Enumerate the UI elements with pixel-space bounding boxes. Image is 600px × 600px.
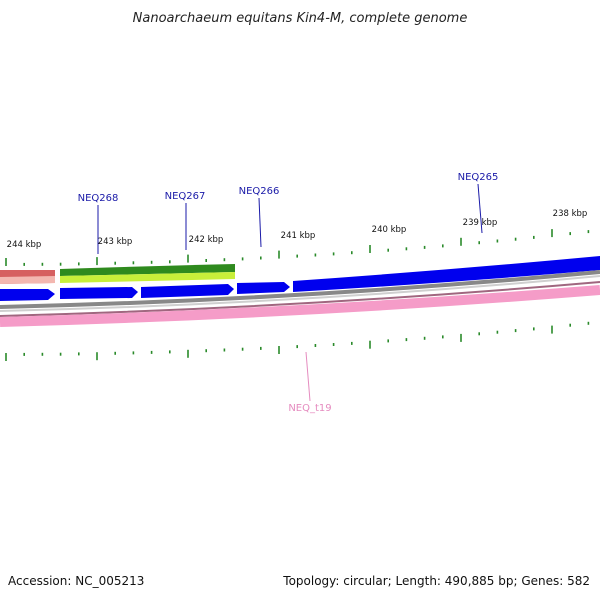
cds-arrows [0, 256, 600, 301]
scale-label-243: 243 kbp [98, 237, 133, 247]
gene-labels: NEQ268 NEQ267 NEQ266 NEQ265 NEQ_t19 [78, 172, 499, 414]
scale-label-239: 239 kbp [463, 218, 498, 228]
gene-label-neq-t19[interactable]: NEQ_t19 [288, 403, 331, 414]
scale-labels: 244 kbp 243 kbp 242 kbp 241 kbp 240 kbp … [7, 209, 588, 250]
grey-ring [0, 270, 600, 309]
genome-summary-text: Topology: circular; Length: 490,885 bp; … [282, 574, 590, 588]
pink-ring [0, 285, 600, 327]
gene-label-neq268[interactable]: NEQ268 [78, 193, 119, 204]
grey-ring-shadow [0, 275, 600, 312]
gene-label-neq266[interactable]: NEQ266 [239, 186, 280, 197]
gene-leader-line [258, 197, 262, 248]
scale-label-241: 241 kbp [281, 231, 316, 241]
cds-arrow [0, 289, 55, 301]
outer-tick-marks [5, 229, 590, 266]
scale-label-240: 240 kbp [372, 225, 407, 235]
feature-rings [0, 256, 600, 327]
map-title: Nanoarchaeum equitans Kin4-M, complete g… [133, 11, 468, 26]
scale-label-238: 238 kbp [553, 209, 588, 219]
accession-text: Accession: NC_005213 [8, 574, 144, 588]
gene-leader-line [477, 183, 483, 234]
cds-arrow [293, 256, 600, 292]
pink-ring-edge [0, 281, 600, 317]
cds-arrow [141, 284, 234, 298]
scale-label-242: 242 kbp [189, 235, 224, 245]
cds-arrow [237, 282, 290, 294]
red-feature-band-lower [0, 276, 55, 284]
gene-label-neq265[interactable]: NEQ265 [458, 172, 499, 183]
cds-arrow [60, 287, 138, 299]
gene-label-neq267[interactable]: NEQ267 [165, 191, 206, 202]
gene-leader-line [305, 351, 311, 402]
scale-label-244: 244 kbp [7, 240, 42, 250]
green-feature-band [60, 264, 235, 276]
lime-feature-band [60, 272, 235, 283]
inner-tick-marks [5, 321, 590, 361]
